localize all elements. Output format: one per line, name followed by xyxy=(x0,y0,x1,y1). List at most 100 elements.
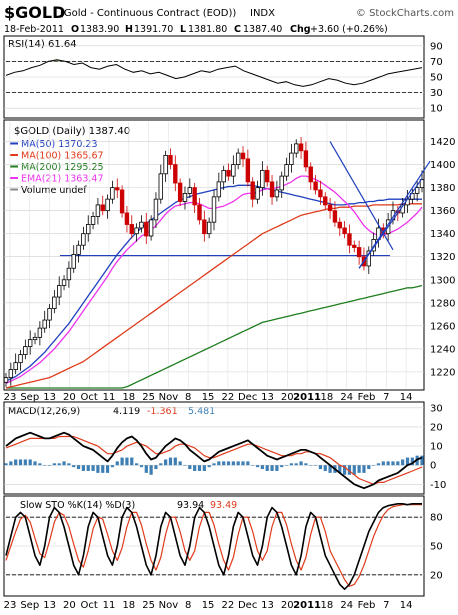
candle-body xyxy=(105,198,110,212)
macd-histogram-bar xyxy=(328,465,332,473)
candle-body xyxy=(298,143,304,152)
macd-histogram-bar xyxy=(420,455,424,466)
macd-histogram-bar xyxy=(197,465,202,471)
exchange-label: INDX xyxy=(250,8,275,19)
candle-body xyxy=(119,189,125,214)
bottom-x-tick-label: 18 xyxy=(122,600,135,611)
macd-histogram-bar xyxy=(367,465,371,470)
candle-body xyxy=(240,152,246,160)
candle-body xyxy=(327,204,333,212)
candle-body xyxy=(235,152,241,166)
macd-histogram-bar xyxy=(178,461,182,466)
price-x-tick-label: Feb xyxy=(358,392,376,403)
macd-histogram-bar xyxy=(265,465,269,471)
price-tick-label: 1320 xyxy=(430,252,455,263)
bottom-x-tick-label: 25 xyxy=(142,600,155,611)
candle-body xyxy=(279,175,284,191)
macd-legend: MACD(12,26,9) 4.119 -1.361 5.481 xyxy=(8,406,215,417)
macd-legend-signal: -1.361 xyxy=(147,406,178,417)
macd-histogram-bar xyxy=(115,461,119,466)
bottom-x-tick-label: 15 xyxy=(202,600,215,611)
macd-histogram-bar xyxy=(52,463,56,466)
candle-body xyxy=(260,169,265,189)
price-legend-title: $GOLD (Daily) 1387.40 xyxy=(14,126,130,137)
candle-body xyxy=(110,187,115,200)
bottom-x-tick-label: 20 xyxy=(281,600,294,611)
price-tick-label: 1340 xyxy=(430,229,455,240)
macd-histogram-bar xyxy=(33,461,37,466)
rsi-line xyxy=(5,59,423,87)
candle-body xyxy=(86,224,91,235)
price-tick-label: 1360 xyxy=(430,206,455,217)
macd-signal-line xyxy=(5,435,423,485)
candle-body xyxy=(173,164,178,184)
sto-legend: Slow STO %K(14) %D(3) 93.94 93.49 xyxy=(20,500,237,511)
macd-tick-label: 30 xyxy=(430,403,443,414)
macd-histogram-bar xyxy=(299,461,303,466)
macd-histogram-bar xyxy=(81,465,85,471)
ma50-line xyxy=(5,184,422,382)
price-x-tick-label: 11 xyxy=(103,392,116,403)
low-label: L xyxy=(180,24,186,35)
candle-body xyxy=(76,244,81,255)
price-x-tick-label: 18 xyxy=(321,392,334,403)
candle-body xyxy=(158,173,163,200)
price-x-tick-label: Nov xyxy=(159,392,179,403)
price-x-tick-label: Oct xyxy=(81,392,98,403)
high-value: 1391.70 xyxy=(134,24,173,35)
bottom-x-tick-label: 23 xyxy=(4,600,17,611)
candle-body xyxy=(347,233,352,246)
candle-body xyxy=(52,296,57,309)
price-x-tick-label: 24 xyxy=(340,392,353,403)
candle-body xyxy=(250,181,255,200)
price-x-tick-label: 15 xyxy=(202,392,215,403)
macd-histogram-bar xyxy=(139,465,144,468)
macd-histogram-bar xyxy=(270,465,274,471)
channel-trendline xyxy=(358,160,431,269)
candle-body xyxy=(57,285,62,298)
macd-histogram-bar xyxy=(168,457,173,466)
bottom-x-tick-label: 2011 xyxy=(293,600,321,611)
candle-body xyxy=(274,189,280,198)
candle-body xyxy=(187,187,193,194)
candle-body xyxy=(294,143,299,154)
macd-histogram-bar xyxy=(67,463,71,466)
macd-histogram-bar xyxy=(144,465,148,473)
ohlc-line: 18-Feb-2011 O 1383.90 H 1391.70 L 1381.8… xyxy=(4,24,388,35)
macd-histogram-bar xyxy=(212,463,216,466)
macd-histogram-bar xyxy=(86,465,90,471)
macd-histogram-bar xyxy=(217,461,221,466)
macd-histogram-bar xyxy=(130,457,134,466)
candle-body xyxy=(71,254,76,269)
macd-histogram-bar xyxy=(246,461,250,466)
macd-legend-histogram: 5.481 xyxy=(188,406,215,417)
macd-histogram-bar xyxy=(304,463,308,466)
ma200-line xyxy=(6,284,423,389)
candle-body xyxy=(95,204,101,217)
candle-body xyxy=(134,227,139,235)
candle-body xyxy=(419,179,425,189)
candle-body xyxy=(148,219,154,237)
macd-histogram-bar xyxy=(347,465,352,475)
sto-tick-label: 20 xyxy=(430,570,443,581)
macd-histogram-bar xyxy=(222,461,226,466)
candle-body xyxy=(255,187,260,200)
macd-histogram-bar xyxy=(164,459,168,466)
bottom-x-tick-label: 13 xyxy=(43,600,56,611)
candle-body xyxy=(18,354,23,364)
candle-body xyxy=(47,308,52,321)
macd-histogram-bar xyxy=(338,465,342,473)
rsi-tick-label: 10 xyxy=(430,104,443,115)
macd-histogram-bar xyxy=(289,463,293,466)
candle-body xyxy=(115,187,120,191)
macd-histogram-bar xyxy=(173,457,177,466)
price-tick-label: 1420 xyxy=(430,137,455,148)
price-tick-label: 1260 xyxy=(430,321,455,332)
legend-entry-label: MA(200) 1295.25 xyxy=(21,162,104,173)
candle-body xyxy=(245,158,251,183)
legend-entry-label: Volume undef xyxy=(21,185,87,196)
macd-histogram-bar xyxy=(294,463,298,466)
macd-histogram-bar xyxy=(28,459,32,466)
macd-histogram-bar xyxy=(318,465,323,470)
macd-histogram-bar xyxy=(193,465,197,471)
